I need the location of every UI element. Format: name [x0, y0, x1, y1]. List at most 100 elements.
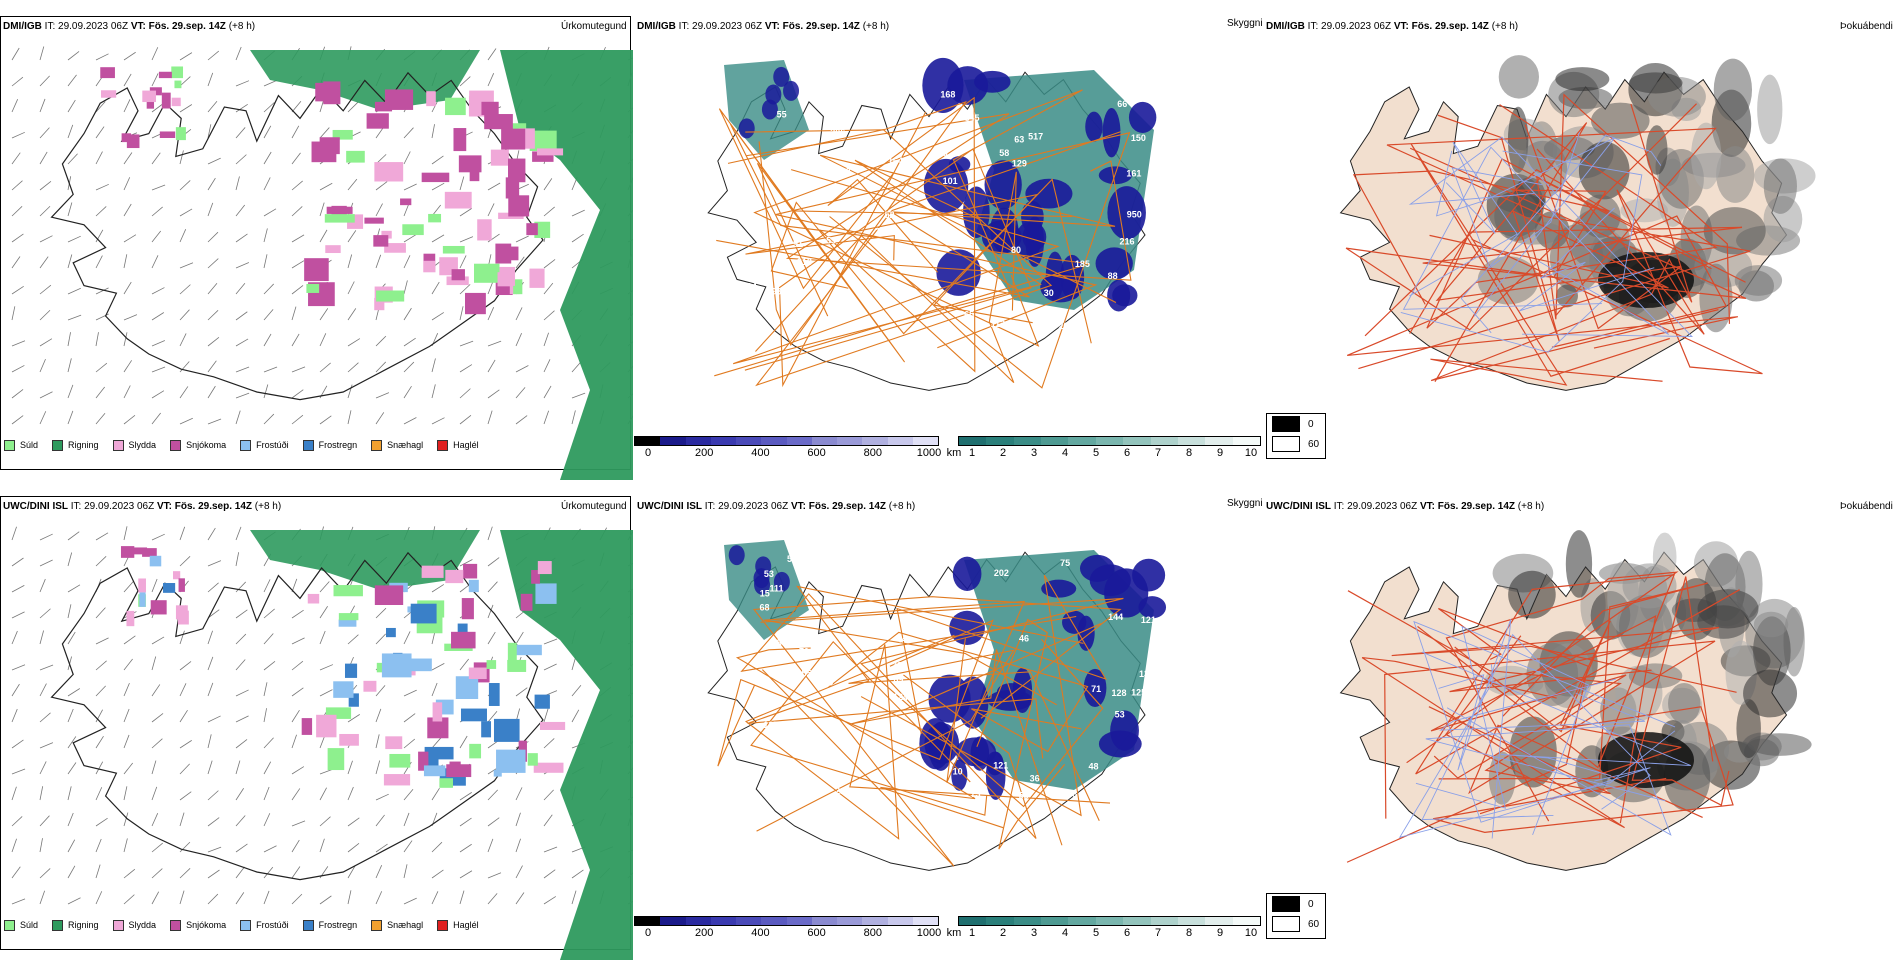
wind-barb: [543, 259, 556, 269]
colorbar-segment: [986, 917, 1014, 925]
wind-barb: [95, 413, 106, 425]
wind-barb: [459, 735, 468, 749]
precip-cell: [469, 164, 480, 182]
wind-barb: [235, 154, 247, 165]
wind-barb: [375, 734, 380, 749]
precip-cell: [158, 71, 172, 79]
legend-swatch: [112, 439, 124, 451]
precip-cell: [171, 97, 181, 107]
wind-barb: [67, 762, 77, 775]
precip-cell: [474, 263, 500, 283]
colorbar-segment: [1013, 917, 1042, 925]
precip-cell: [174, 80, 182, 89]
wind-barb: [235, 80, 250, 87]
rain-area: [500, 530, 633, 960]
model-name: DMI/IGB: [1266, 21, 1305, 32]
colorbar-segment: [1123, 917, 1151, 925]
wind-barb: [67, 384, 74, 399]
wind-barb: [151, 760, 157, 775]
precip-cell: [426, 91, 436, 107]
wind-barb: [123, 234, 137, 243]
ceiling-value-label: 121: [1141, 615, 1156, 625]
wind-barb: [347, 865, 356, 879]
colorbar-segment: [1013, 437, 1042, 445]
wind-barb: [151, 73, 159, 87]
wind-barb: [487, 581, 498, 593]
wind-barb: [67, 631, 76, 645]
wind-barb: [39, 683, 47, 697]
colorbar-strip: [634, 436, 939, 446]
lead-time: (+8 h): [888, 501, 916, 512]
precip-map: [11, 46, 633, 480]
legend-swatch: [437, 919, 449, 931]
wind-barb: [543, 708, 549, 723]
wind-barb: [207, 682, 214, 697]
wind-barb: [123, 281, 132, 295]
wind-barb: [179, 76, 191, 87]
precip-cell: [428, 213, 442, 223]
fog-cell: [1598, 252, 1694, 308]
wind-barb: [11, 557, 24, 567]
legend-item: Snæhagl: [371, 439, 424, 451]
wind-barb: [207, 609, 220, 619]
wind-barb: [347, 890, 352, 905]
wind-barb: [263, 102, 275, 113]
wind-barb: [11, 256, 21, 269]
wind-barb: [263, 283, 275, 295]
wind-barb: [207, 336, 220, 347]
wind-barb: [39, 284, 52, 295]
road-line: [1346, 607, 1589, 863]
wind-barb: [543, 789, 554, 801]
legend-label: Snæhagl: [387, 440, 424, 450]
wind-barb: [235, 410, 241, 425]
wind-barb: [459, 208, 472, 217]
colorbar-segment: [1123, 437, 1151, 445]
colorbar-segment: [736, 917, 762, 925]
wind-barb: [319, 415, 332, 425]
wind-barb: [235, 338, 249, 347]
wind-barb: [179, 526, 186, 541]
wind-barb: [459, 364, 473, 373]
colorbar-ticks: 0 200 400 600 800 1000 m: [634, 446, 941, 460]
river-line: [1400, 150, 1643, 353]
wind-barb: [403, 713, 416, 723]
wind-barb: [11, 389, 24, 399]
colorbar-segment: [959, 917, 987, 925]
wind-barb: [95, 126, 105, 139]
fog-legend-label: 60: [1308, 438, 1320, 450]
wind-barb: [123, 838, 128, 853]
wind-barb: [235, 127, 246, 139]
precip-cell: [159, 131, 176, 138]
ceiling-cell: [773, 66, 790, 87]
wind-barb: [347, 362, 359, 373]
precip-cell: [529, 268, 545, 288]
colorbar-segment: [1068, 917, 1096, 925]
wind-barb: [403, 812, 410, 827]
wind-barb: [543, 310, 555, 321]
precip-cell: [442, 245, 465, 254]
ceiling-colorbar: 0 200 400 600 800 1000 m: [634, 436, 941, 460]
wind-barb: [403, 864, 408, 879]
wind-barb: [431, 841, 443, 853]
wind-barb: [347, 843, 360, 853]
wind-barb: [67, 99, 76, 113]
precip-cell: [427, 717, 449, 739]
wind-barb: [95, 735, 104, 749]
wind-barb: [67, 74, 77, 87]
ceiling-value-label: 70: [799, 646, 809, 656]
wind-barb: [123, 254, 128, 269]
ceiling-cell: [1012, 667, 1033, 714]
precip-cell: [453, 128, 467, 152]
wind-barb: [515, 892, 525, 905]
wind-barb: [11, 630, 18, 645]
wind-barb: [291, 687, 304, 697]
road-line: [718, 108, 906, 363]
wind-barb: [11, 47, 20, 61]
wind-barb: [459, 890, 465, 905]
colorbar-unit: m: [634, 927, 635, 939]
precip-cell: [537, 561, 552, 575]
wind-barb: [403, 631, 411, 645]
wind-barb: [431, 384, 436, 399]
colorbar-segment: [761, 437, 787, 445]
precip-cell: [423, 253, 436, 264]
